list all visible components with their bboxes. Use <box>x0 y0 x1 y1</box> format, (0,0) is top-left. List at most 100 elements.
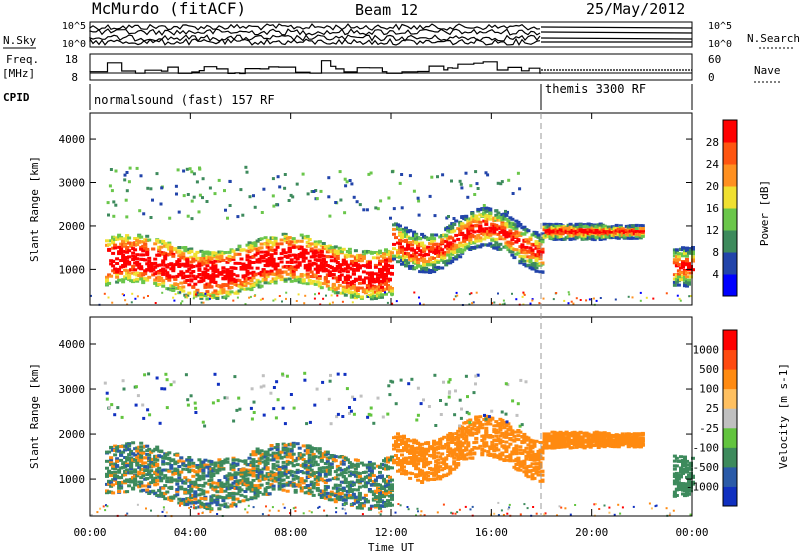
power-cell <box>291 269 296 273</box>
power-cell <box>536 240 541 244</box>
power-cell <box>681 263 685 267</box>
velocity-cell <box>345 458 350 462</box>
power-cell <box>341 285 346 289</box>
velocity-cell <box>197 458 202 462</box>
velocity-cell <box>133 482 138 486</box>
power-cell <box>526 249 531 253</box>
power-cell <box>472 301 475 304</box>
power-cell <box>371 287 376 291</box>
power-cell <box>133 268 138 272</box>
power-cell <box>255 266 260 270</box>
power-cell <box>317 284 322 288</box>
power-cell <box>319 250 324 254</box>
velocity-cell <box>327 472 332 476</box>
power-cell <box>522 259 527 263</box>
power-cell <box>334 201 338 204</box>
power-cell <box>408 240 413 244</box>
power-cell <box>285 272 290 276</box>
power-cell <box>678 297 681 300</box>
power-cell <box>143 242 148 246</box>
power-cell <box>460 224 465 228</box>
velocity-cell <box>231 458 236 462</box>
power-cell <box>691 268 695 272</box>
power-cell <box>223 295 228 299</box>
power-cell <box>197 210 201 214</box>
power-cell <box>161 271 166 274</box>
power-cell <box>384 292 388 296</box>
power-cell <box>297 277 302 281</box>
power-cell <box>159 263 164 267</box>
velocity-cell <box>279 474 284 478</box>
power-cell <box>107 296 110 299</box>
velocity-cell <box>390 497 394 501</box>
power-cell <box>470 228 475 232</box>
velocity-cell <box>355 462 360 466</box>
power-cell <box>204 292 207 295</box>
power-cell <box>186 296 189 299</box>
velocity-cell <box>223 505 228 508</box>
power-cell <box>223 251 228 254</box>
velocity-cell <box>408 439 413 443</box>
power-cell <box>440 258 445 262</box>
power-cell <box>365 289 370 293</box>
power-cell <box>227 254 232 258</box>
power-cell <box>369 297 374 301</box>
velocity-cell <box>265 462 270 465</box>
velocity-cell <box>355 458 360 462</box>
power-cell <box>177 259 182 262</box>
power-cell <box>173 247 178 251</box>
power-cell <box>259 250 264 254</box>
velocity-cell <box>255 447 260 451</box>
velocity-cell <box>189 458 194 462</box>
velocity-cell <box>271 484 276 488</box>
power-cell <box>476 187 480 190</box>
power-cell <box>125 189 129 193</box>
power-cell <box>211 278 216 282</box>
velocity-cell <box>386 456 390 460</box>
power-cell <box>492 232 497 236</box>
velocity-cell <box>187 465 192 469</box>
power-cell <box>331 301 334 304</box>
velocity-cell <box>319 459 324 462</box>
power-cell <box>201 255 206 259</box>
power-cell <box>111 269 116 273</box>
velocity-cell <box>257 451 262 455</box>
power-cell <box>275 245 280 249</box>
power-cell <box>691 255 695 259</box>
beam-title: Beam 12 <box>355 1 418 19</box>
power-cell <box>271 243 276 247</box>
power-cell <box>195 250 200 254</box>
velocity-cell <box>227 494 232 498</box>
velocity-cell <box>139 476 144 480</box>
power-cell <box>143 258 148 262</box>
velocity-cell <box>369 469 374 473</box>
power-cell <box>192 195 196 199</box>
velocity-cell <box>357 491 362 495</box>
power-cell <box>386 264 390 268</box>
velocity-cell <box>311 457 316 461</box>
power-cell <box>347 275 352 279</box>
cpid-segment-1: normalsound (fast) 157 RF <box>94 93 275 107</box>
velocity-cell <box>163 468 168 472</box>
power-cell <box>389 216 392 220</box>
velocity-cell <box>165 490 170 494</box>
velocity-cell <box>299 489 304 493</box>
velocity-cell <box>119 458 124 462</box>
power-cell <box>335 261 340 264</box>
power-colorbar-swatch <box>723 208 737 231</box>
power-cell <box>289 261 294 264</box>
power-cell <box>462 248 467 252</box>
power-cell <box>676 255 681 259</box>
velocity-cell <box>297 484 302 488</box>
power-cell <box>309 281 314 285</box>
power-cell <box>133 257 138 260</box>
velocity-cell <box>111 491 116 495</box>
velocity-cell <box>217 507 222 511</box>
power-cell <box>125 171 129 174</box>
power-cell <box>195 293 198 296</box>
velocity-cell <box>117 490 122 493</box>
power-cell <box>376 207 380 211</box>
velocity-cell <box>225 457 230 461</box>
power-cell <box>199 258 204 262</box>
power-cell <box>257 257 262 261</box>
